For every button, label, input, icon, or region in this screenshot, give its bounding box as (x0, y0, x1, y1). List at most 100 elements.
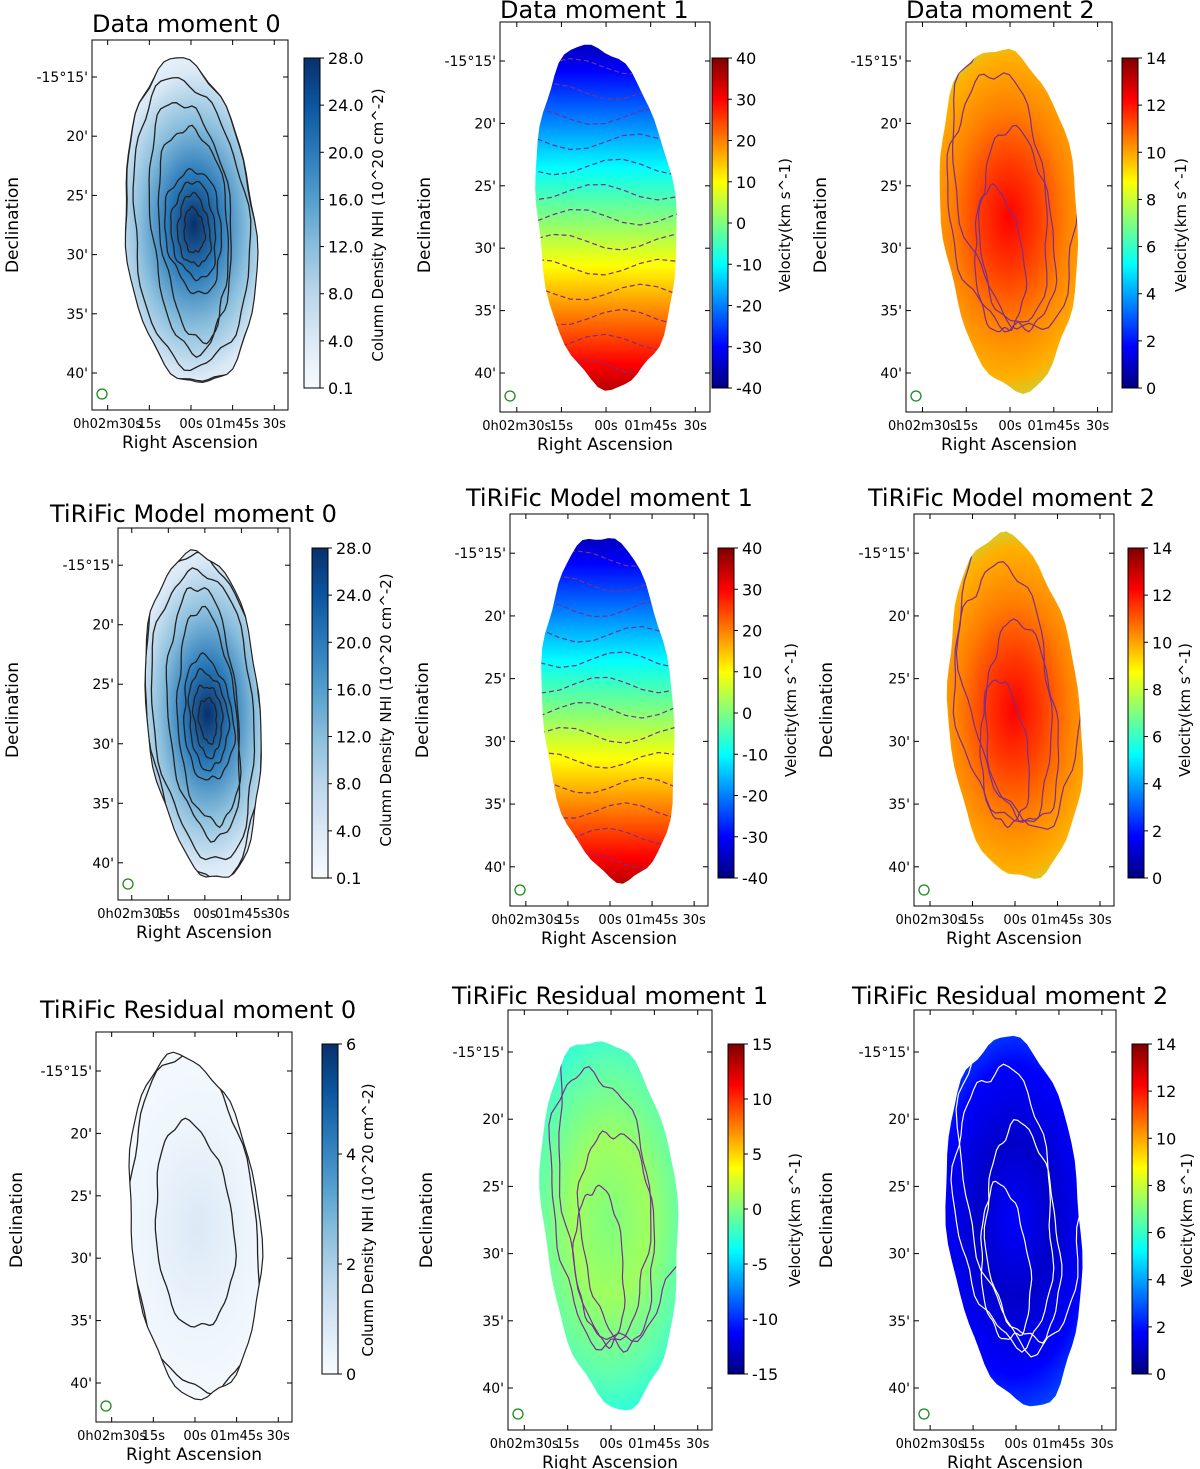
isovelocity-contour (535, 258, 677, 276)
contour-3 (175, 605, 242, 829)
colorbar-tick-label: 14 (1156, 1035, 1176, 1054)
dec-tick-label: 40' (474, 366, 496, 382)
dec-tick-label: 40' (880, 366, 902, 382)
ra-tick-label: 01m45s (210, 1429, 263, 1444)
colorbar-tick-label: 10 (1152, 633, 1172, 652)
dec-tick-label: 30' (888, 1247, 910, 1263)
colorbar-tick-label: 20.0 (328, 143, 364, 162)
contour-3 (571, 1184, 626, 1350)
y-axis-label: Declination (811, 177, 831, 273)
colorbar-tick-label: 12 (1152, 586, 1172, 605)
colorbar-tick-label: 20.0 (336, 633, 372, 652)
colorbar-label: Velocity(km s^-1) (1172, 158, 1190, 292)
ra-tick-label: 15s (157, 907, 181, 922)
ra-tick-label: 0h02m30s (896, 1437, 965, 1452)
ra-tick-label: 0h02m30s (888, 419, 957, 434)
contour-3 (974, 182, 1028, 333)
colorbar-tick-label: -10 (742, 745, 768, 764)
colorbar-tick-label: 2 (1146, 332, 1156, 351)
dec-tick-label: 25' (484, 672, 506, 688)
ra-tick-label: 30s (266, 907, 290, 922)
colorbar-tick-label: 0.1 (328, 379, 353, 398)
beam-circle (512, 1408, 524, 1420)
dec-tick-label: 30' (888, 734, 910, 750)
colorbar-tick-label: 8.0 (328, 285, 353, 304)
colorbar-tick-label: 12 (1156, 1082, 1176, 1101)
ra-tick-label: 0h02m30s (895, 913, 964, 928)
dec-tick-label: 25' (474, 179, 496, 195)
colorbar-tick-label: -20 (736, 297, 762, 316)
ra-tick-label: 00s (594, 419, 618, 434)
x-axis-label: Right Ascension (947, 1453, 1083, 1469)
dec-tick-label: 35' (484, 797, 506, 813)
colorbar-tick-label: 6 (346, 1035, 356, 1054)
y-axis-label: Declination (413, 662, 433, 758)
colorbar-tick-label: -40 (736, 379, 762, 398)
contour-2 (984, 618, 1060, 823)
colorbar (727, 1043, 745, 1375)
contour-0 (558, 1041, 679, 1343)
contour-2 (576, 1130, 656, 1353)
colorbar-label: Velocity(km s^-1) (786, 1153, 804, 1287)
ra-tick-label: 15s (556, 1437, 580, 1452)
dec-tick-label: 35' (482, 1314, 504, 1330)
colorbar-tick-label: 0 (742, 704, 752, 723)
ra-tick-label: 30s (1086, 419, 1110, 434)
ra-tick-label: 01m45s (624, 419, 677, 434)
colorbar-tick-label: 8 (1146, 190, 1156, 209)
dec-tick-label: 25' (92, 677, 114, 693)
colorbar-tick-label: 12.0 (328, 238, 364, 257)
panel-title: TiRiFic Model moment 0 (49, 500, 337, 528)
y-axis-label: Declination (7, 1172, 27, 1268)
colorbar-tick-label: 30 (736, 90, 756, 109)
contour-2 (977, 124, 1058, 333)
x-axis-label: Right Ascension (126, 1445, 262, 1465)
colorbar-tick-label: 6 (1152, 728, 1162, 747)
dec-tick-label: 35' (888, 1314, 910, 1330)
colorbar-tick-label: 24.0 (336, 586, 372, 605)
dec-tick-label: 40' (888, 1381, 910, 1397)
contour-5 (170, 180, 217, 282)
dec-tick-label: -15°15' (454, 546, 506, 562)
colorbar-tick-label: -15 (752, 1365, 778, 1384)
colorbar (717, 547, 735, 879)
ra-tick-label: 01m45s (626, 913, 679, 928)
contour-6 (191, 684, 224, 760)
ra-tick-label: 0h02m30s (491, 913, 560, 928)
contour-3 (980, 1180, 1033, 1341)
colorbar-tick-label: 28.0 (328, 49, 364, 68)
colorbar-tick-label: 0 (1156, 1365, 1166, 1384)
colorbar-label: Velocity(km s^-1) (782, 643, 800, 777)
dec-tick-label: 35' (66, 307, 88, 323)
colorbar-tick-label: 6 (1146, 238, 1156, 257)
dec-tick-label: 20' (482, 1112, 504, 1128)
contour-1 (548, 1065, 652, 1351)
dec-tick-label: 30' (70, 1251, 92, 1267)
dec-tick-label: 20' (66, 129, 88, 145)
colorbar-tick-label: 5 (752, 1145, 762, 1164)
x-axis-label: Right Ascension (542, 1453, 678, 1469)
x-axis-label: Right Ascension (946, 929, 1082, 949)
dec-tick-label: 20' (888, 609, 910, 625)
dec-tick-label: 25' (888, 672, 910, 688)
ra-tick-label: 0h02m30s (482, 419, 551, 434)
colorbar-tick-label: 12.0 (336, 728, 372, 747)
ra-tick-label: 15s (138, 417, 162, 432)
ra-tick-label: 00s (998, 419, 1022, 434)
contour-7 (183, 205, 207, 254)
ra-tick-label: 00s (1003, 913, 1027, 928)
colorbar-label: Velocity(km s^-1) (1176, 643, 1194, 777)
dec-tick-label: -15°15' (858, 546, 910, 562)
panel-title: TiRiFic Residual moment 0 (39, 996, 356, 1024)
colorbar-label: Column Density NHI (10^20 cm^-2) (359, 1083, 377, 1356)
colorbar (711, 57, 729, 389)
colorbar-tick-label: 0 (1146, 379, 1156, 398)
colorbar-tick-label: 30 (742, 580, 762, 599)
dec-tick-label: 20' (92, 618, 114, 634)
dec-tick-label: 40' (888, 860, 910, 876)
colorbar-tick-label: 0 (346, 1365, 356, 1384)
